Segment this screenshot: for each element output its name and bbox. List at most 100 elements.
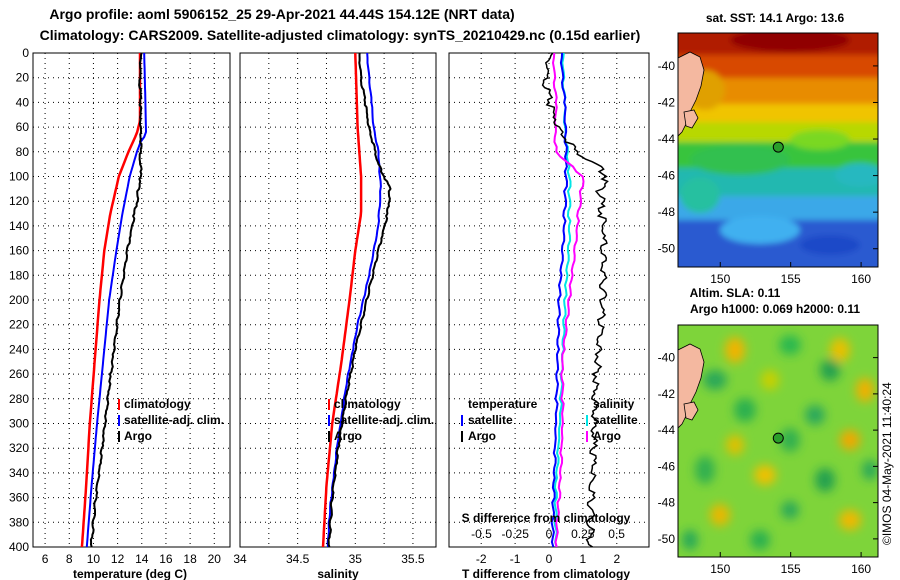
sla-map: Altim. SLA: 0.11 Argo h1000: 0.069 h2000… (658, 286, 879, 576)
climatology-line (321, 53, 363, 547)
sla-lat-tick-labels: -40 -42 -44 -46 -48 -50 (658, 351, 878, 546)
lon-tick-label: 150 (710, 272, 730, 286)
temperature-tick-label: 10 (87, 552, 101, 566)
sla-field (678, 325, 878, 557)
t-difference-argo-line (541, 53, 609, 547)
temperature-legend: climatology satellite-adj. clim. Argo (118, 397, 224, 443)
lon-tick-label: 155 (781, 272, 801, 286)
argo-line (327, 53, 392, 547)
legend-swatch-argo (118, 431, 120, 442)
legend-label-climatology: climatology (334, 397, 401, 411)
lat-tick-label: -44 (658, 423, 676, 437)
s-difference-tick-label: -0.25 (502, 527, 530, 541)
depth-tick-label: 140 (9, 219, 29, 233)
depth-tick-label: 0 (22, 46, 29, 60)
salinity-profiles (321, 53, 392, 547)
depth-tick-label: 100 (9, 170, 29, 184)
t-difference-tick-label: -2 (476, 552, 487, 566)
lat-tick-label: -50 (658, 242, 676, 256)
temperature-tick-label: 16 (159, 552, 173, 566)
salinity-axis-label: salinity (317, 567, 359, 580)
legend-swatch-climatology (118, 399, 120, 410)
temperature-axis-label: temperature (deg C) (73, 567, 187, 580)
legend-label-t-satellite: satellite (468, 413, 513, 427)
salinity-tick-label: 35 (349, 552, 363, 566)
legend-label-climatology: climatology (124, 397, 191, 411)
depth-tick-label: 40 (16, 95, 30, 109)
temperature-tick-label: 12 (111, 552, 125, 566)
sst-map: sat. SST: 14.1 Argo: 13.6 (658, 11, 879, 286)
figure-title-line1: Argo profile: aoml 5906152_25 29-Apr-202… (49, 6, 514, 22)
depth-tick-label: 120 (9, 194, 29, 208)
temperature-tick-labels: 6 8 10 12 14 16 18 20 (42, 552, 222, 566)
depth-tick-label: 180 (9, 268, 29, 282)
depth-tick-label: 240 (9, 342, 29, 356)
legend-swatch-s-satellite (586, 415, 588, 426)
lat-tick-label: -46 (658, 459, 676, 473)
depth-tick-label: 60 (16, 120, 30, 134)
lat-tick-label: -44 (658, 132, 676, 146)
legend-swatch-satellite (328, 415, 330, 426)
s-difference-tick-label: 0.5 (608, 527, 625, 541)
sla-map-subtitle: Argo h1000: 0.069 h2000: 0.11 (690, 302, 860, 316)
difference-panel: -2 -1 0 1 2 -0.5 -0.25 0 0.25 0.5 S difference f… (448, 52, 650, 580)
legend-title-temperature: temperature (468, 397, 538, 411)
difference-grid (449, 53, 649, 547)
lat-tick-label: -48 (658, 496, 676, 510)
sst-field (678, 33, 878, 267)
salinity-grid (240, 53, 436, 547)
t-difference-satellite-line (550, 53, 569, 547)
legend-title-salinity: salinity (593, 397, 635, 411)
s-difference-tick-label: 0 (546, 527, 553, 541)
temperature-tick-label: 14 (135, 552, 149, 566)
salinity-panel: 34 34.5 35 35.5 salinity climatology satell… (233, 52, 437, 580)
depth-tick-label: 340 (9, 466, 29, 480)
lon-tick-label: 160 (851, 272, 871, 286)
s-difference-argo-line (551, 53, 585, 547)
depth-tick-label: 380 (9, 515, 29, 529)
depth-tick-label: 280 (9, 392, 29, 406)
lat-tick-label: -48 (658, 205, 676, 219)
depth-tick-label: 300 (9, 417, 29, 431)
lat-tick-label: -42 (658, 95, 676, 109)
depth-tick-label: 80 (16, 145, 30, 159)
legend-swatch-climatology (328, 399, 330, 410)
s-difference-tick-label: -0.5 (471, 527, 492, 541)
legend-label-t-argo: Argo (468, 429, 496, 443)
lon-tick-label: 160 (851, 562, 871, 576)
depth-tick-label: 220 (9, 318, 29, 332)
depth-tick-label: 200 (9, 293, 29, 307)
tasmania-coast (683, 401, 699, 421)
legend-swatch-t-satellite (461, 415, 463, 426)
temperature-panel: 0 20 40 60 80 100 120 140 160 180 200 220 240 260 280 3… (9, 46, 231, 580)
tasmania-coast (683, 109, 699, 129)
depth-tick-label: 20 (16, 71, 30, 85)
temperature-tick-label: 8 (66, 552, 73, 566)
climatology-line (80, 53, 142, 547)
temperature-axes-frame (32, 52, 231, 548)
temperature-profiles (80, 53, 148, 547)
satellite-adj-clim-line (85, 53, 148, 547)
lon-tick-label: 155 (781, 562, 801, 576)
salinity-tick-labels: 34 34.5 35 35.5 (233, 552, 425, 566)
sla-map-title: Altim. SLA: 0.11 (690, 286, 781, 300)
salinity-tick-label: 34.5 (286, 552, 310, 566)
sst-lon-tick-labels: 150 155 160 (710, 262, 871, 286)
t-difference-tick-label: -1 (510, 552, 521, 566)
depth-tick-label: 360 (9, 491, 29, 505)
lon-tick-label: 150 (710, 562, 730, 576)
lat-tick-label: -40 (658, 351, 676, 365)
t-difference-tick-label: 0 (546, 552, 553, 566)
temperature-tick-label: 6 (42, 552, 49, 566)
lat-tick-label: -46 (658, 169, 676, 183)
legend-label-s-argo: Argo (593, 429, 621, 443)
depth-tick-label: 160 (9, 244, 29, 258)
argo-position-marker (772, 141, 784, 153)
salinity-tick-label: 35.5 (401, 552, 425, 566)
t-difference-tick-labels: -2 -1 0 1 2 (476, 552, 621, 566)
difference-legend: temperature satellite Argo salinity sate… (461, 397, 638, 443)
temperature-tick-label: 20 (208, 552, 222, 566)
salinity-axes-frame (239, 52, 437, 548)
imos-watermark: ©IMOS 04-May-2021 11:40:24 (880, 382, 894, 545)
